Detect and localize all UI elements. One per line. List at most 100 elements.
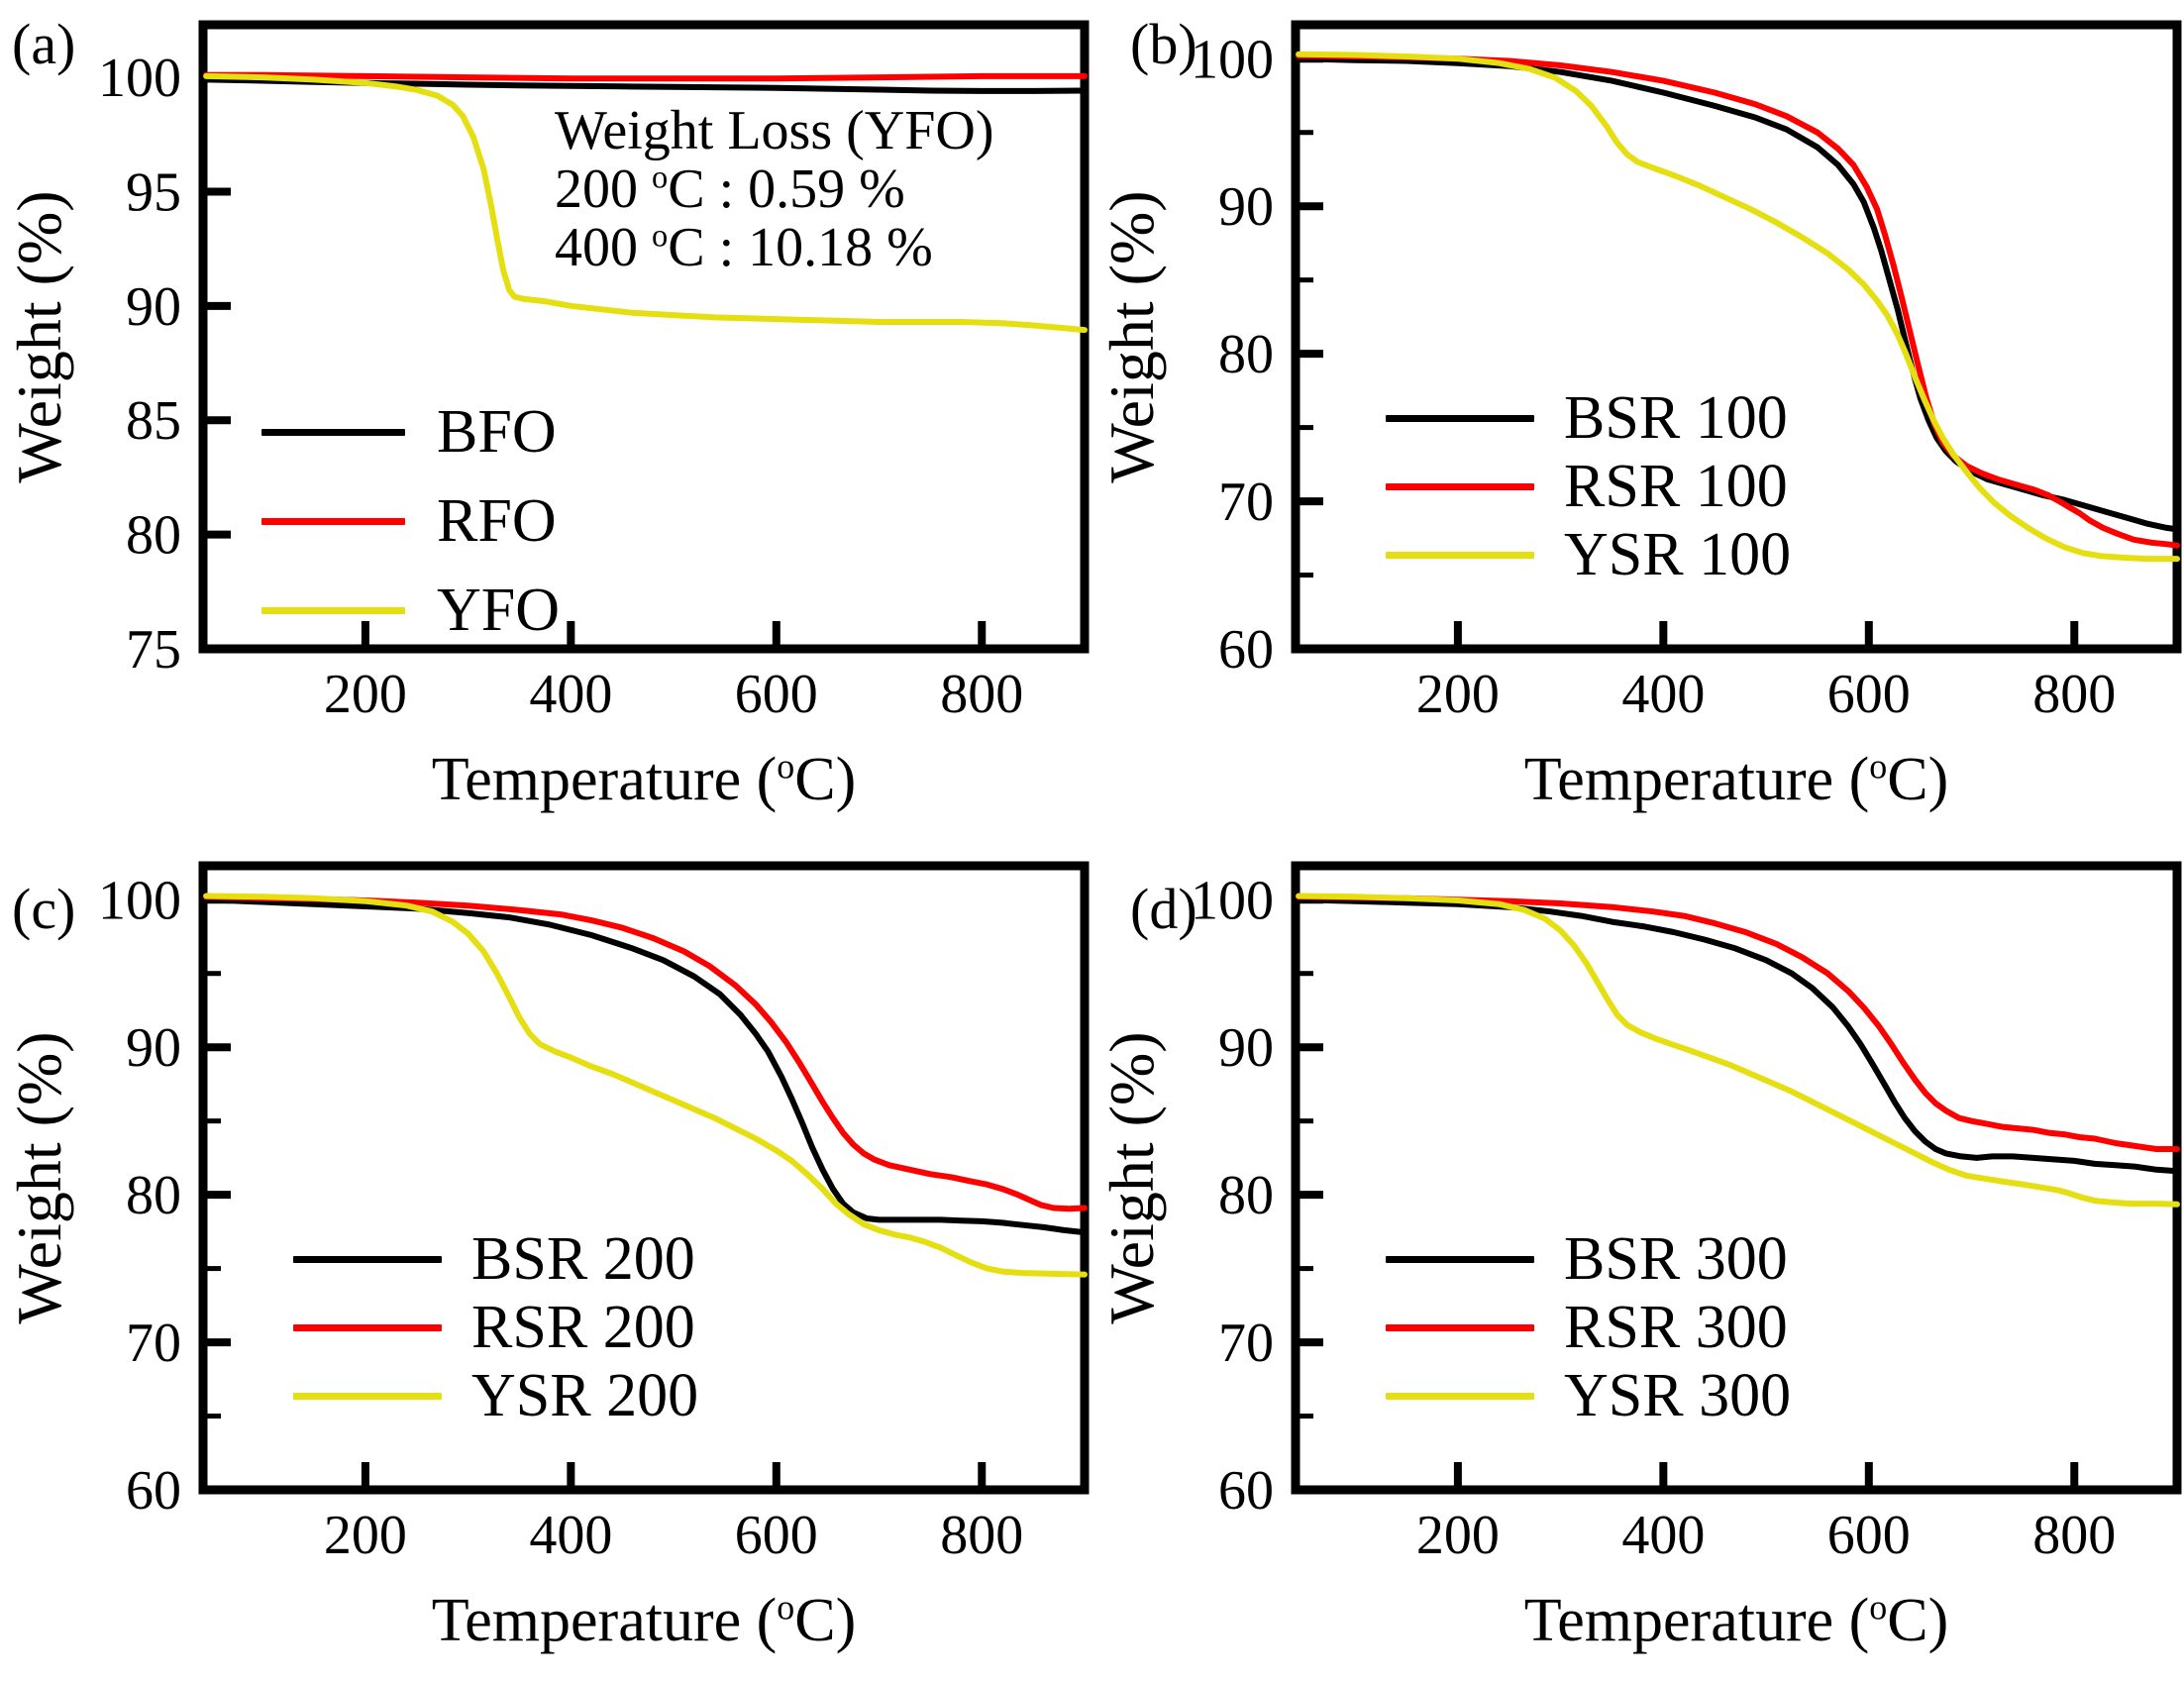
legend-item-rsr300: RSR 300 xyxy=(1386,1294,1791,1362)
legend-item-ysr300: YSR 300 xyxy=(1386,1362,1791,1430)
panel-label-d: (d) xyxy=(1130,877,1197,941)
legend-line-swatch xyxy=(1386,483,1534,490)
y-tick-label: 60 xyxy=(126,1460,181,1522)
legend-line-swatch xyxy=(1386,552,1534,559)
panel-d-tga-sr300: 200 400 600 800 60 70 80 90 100 (d) Weight (%) T… xyxy=(1092,841,2184,1683)
x-tick-label: 200 xyxy=(1416,664,1500,725)
panel-b-tga-sr100: 200 400 600 800 60 70 80 90 100 (b) Weight (%) T… xyxy=(1092,0,2184,842)
x-axis-title: Temperature (oC) xyxy=(1296,1586,2177,1656)
legend-label: RSR 300 xyxy=(1564,1294,1788,1361)
y-tick-label: 90 xyxy=(126,276,181,338)
legend-label: YFO xyxy=(437,576,561,644)
y-tick-label: 100 xyxy=(98,48,181,109)
degree-superscript: o xyxy=(652,218,669,255)
plot-area-c: 200 400 600 800 60 70 80 90 100 xyxy=(98,861,1090,1566)
annotation-line: 200 oC : 0.59 % xyxy=(555,160,993,219)
x-tick-label: 800 xyxy=(940,664,1023,725)
x-tick-label: 600 xyxy=(1827,1505,1911,1566)
y-tick-label: 70 xyxy=(1218,472,1274,533)
series-curve-rsr-100 xyxy=(1296,53,2180,549)
annotation-text: 400 xyxy=(555,217,652,278)
x-axis-title: Temperature (oC) xyxy=(1296,745,2177,815)
x-axis-title-unit: C) xyxy=(1887,1587,1949,1654)
y-axis-title: Weight (%) xyxy=(4,190,74,483)
series-curve-ysr-300 xyxy=(1296,893,2180,1208)
y-tick-label: 90 xyxy=(126,1017,181,1079)
degree-superscript: o xyxy=(777,746,795,787)
y-tick-label: 90 xyxy=(1218,176,1274,238)
y-tick-label: 100 xyxy=(1191,29,1274,90)
legend-label: RSR 200 xyxy=(471,1294,695,1361)
legend-line-swatch xyxy=(1386,1256,1534,1263)
annotation-text: Weight Loss (YFO) xyxy=(555,100,994,161)
legend-label: YSR 300 xyxy=(1564,1362,1792,1429)
panel-label-b: (b) xyxy=(1130,12,1197,76)
x-axis-title-text: Temperature ( xyxy=(1523,746,1870,813)
x-axis-title: Temperature (oC) xyxy=(203,745,1085,815)
legend-item-bsr100: BSR 100 xyxy=(1386,384,1791,453)
annotation-line: Weight Loss (YFO) xyxy=(555,102,993,160)
series-curve-yfo xyxy=(203,72,1088,334)
annotation-text: 200 xyxy=(555,158,652,220)
legend-line-swatch xyxy=(293,1393,442,1400)
x-axis-title-text: Temperature ( xyxy=(431,1587,778,1654)
annotation-text: C : 10.18 % xyxy=(668,217,933,278)
legend-item-ysr200: YSR 200 xyxy=(293,1362,698,1430)
x-axis-title: Temperature (oC) xyxy=(203,1586,1085,1656)
y-tick-label: 70 xyxy=(126,1313,181,1374)
axis-frame xyxy=(1291,20,2182,654)
legend: BSR 100 RSR 100 YSR 100 xyxy=(1386,384,1791,589)
series-curve-rsr-300 xyxy=(1296,894,2180,1152)
series-curve-rsr-200 xyxy=(203,894,1088,1212)
degree-superscript: o xyxy=(777,1587,795,1628)
series-curve-rfo xyxy=(203,71,1088,82)
x-tick-label: 400 xyxy=(529,1505,612,1566)
axis-frame xyxy=(198,861,1090,1495)
axis-frame xyxy=(198,20,1090,654)
legend: BSR 200 RSR 200 YSR 200 xyxy=(293,1225,698,1430)
y-tick-label: 80 xyxy=(1218,324,1274,385)
degree-superscript: o xyxy=(1869,746,1888,787)
legend-label: RSR 100 xyxy=(1564,453,1788,520)
annotation-line: 400 oC : 10.18 % xyxy=(555,219,993,277)
panel-label-c: (c) xyxy=(12,877,76,941)
x-axis-title-unit: C) xyxy=(794,1587,857,1654)
series-curve-bsr-300 xyxy=(1296,896,2180,1175)
x-tick-label: 800 xyxy=(940,1505,1023,1566)
y-tick-label: 80 xyxy=(126,505,181,567)
panel-label-a: (a) xyxy=(12,12,76,76)
legend-item-rsr100: RSR 100 xyxy=(1386,453,1791,521)
legend-line-swatch xyxy=(261,517,405,525)
x-tick-label: 800 xyxy=(2032,1505,2116,1566)
legend-line-swatch xyxy=(1386,1393,1534,1400)
x-tick-label: 800 xyxy=(2032,664,2116,725)
degree-superscript: o xyxy=(1869,1587,1888,1628)
y-axis-title: Weight (%) xyxy=(4,1031,74,1324)
x-tick-label: 200 xyxy=(324,1505,407,1566)
legend-line-swatch xyxy=(1386,1324,1534,1331)
legend-line-swatch xyxy=(261,428,405,436)
legend-item-bsr300: BSR 300 xyxy=(1386,1225,1791,1294)
axis-frame xyxy=(1291,861,2182,1495)
legend: BFO RFO YFO xyxy=(261,387,560,655)
x-tick-label: 400 xyxy=(1621,664,1705,725)
legend-item-rfo: RFO xyxy=(261,476,560,566)
x-tick-label: 600 xyxy=(735,664,818,725)
x-tick-label: 400 xyxy=(529,664,612,725)
y-tick-label: 100 xyxy=(98,870,181,931)
legend-line-swatch xyxy=(261,606,405,614)
y-axis-title: Weight (%) xyxy=(1096,1031,1167,1324)
degree-superscript: o xyxy=(652,159,669,196)
legend-label: BSR 100 xyxy=(1564,384,1788,452)
series-curve-ysr-100 xyxy=(1296,51,2180,563)
legend-item-rsr200: RSR 200 xyxy=(293,1294,698,1362)
y-tick-label: 90 xyxy=(1218,1017,1274,1079)
annotation-text: C : 0.59 % xyxy=(668,158,905,220)
legend-line-swatch xyxy=(293,1256,442,1263)
legend-item-bfo: BFO xyxy=(261,387,560,476)
x-tick-label: 200 xyxy=(324,664,407,725)
panel-c-tga-sr200: 200 400 600 800 60 70 80 90 100 (c) Weight (%) T… xyxy=(0,841,1092,1683)
x-axis-title-unit: C) xyxy=(1887,746,1949,813)
legend-label: BSR 200 xyxy=(471,1225,695,1293)
